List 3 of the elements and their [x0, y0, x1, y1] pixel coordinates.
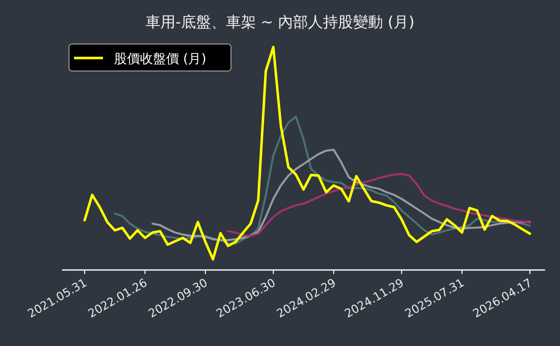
legend: 股價收盤價 (月): [68, 44, 232, 72]
legend-label: 股價收盤價 (月): [114, 52, 206, 67]
title: 車用-底盤、車架 ~ 內部人持股變動 (月): [146, 13, 414, 31]
